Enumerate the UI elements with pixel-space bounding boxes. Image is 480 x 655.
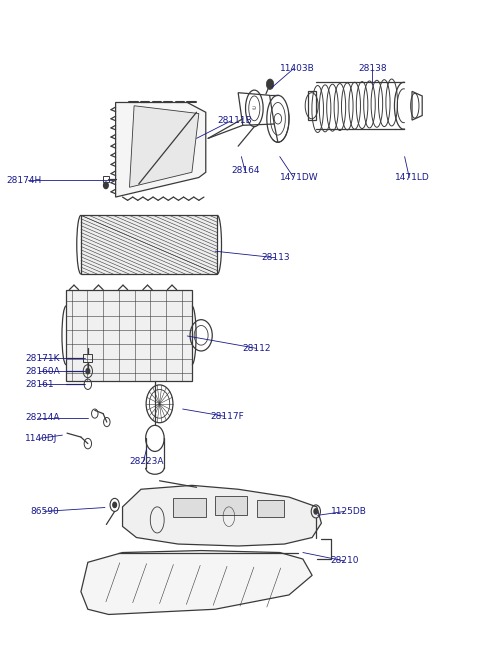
Polygon shape <box>66 290 192 381</box>
Circle shape <box>113 502 117 508</box>
Text: 28210: 28210 <box>331 557 359 565</box>
Bar <box>103 176 108 182</box>
Circle shape <box>314 509 318 514</box>
Circle shape <box>274 113 282 124</box>
Text: 28161: 28161 <box>25 380 54 389</box>
Text: 1125DB: 1125DB <box>331 507 367 516</box>
Text: 1471DW: 1471DW <box>280 173 318 182</box>
Text: 28223A: 28223A <box>130 457 164 466</box>
Circle shape <box>266 79 274 90</box>
Text: 28117F: 28117F <box>210 412 244 421</box>
Circle shape <box>104 182 108 189</box>
Text: 28164: 28164 <box>231 166 260 176</box>
Text: 28174H: 28174H <box>6 176 42 185</box>
Text: 1471LD: 1471LD <box>396 173 430 182</box>
Text: 28138: 28138 <box>359 64 387 73</box>
Polygon shape <box>81 215 217 274</box>
Polygon shape <box>122 485 322 546</box>
Bar <box>257 500 284 517</box>
Text: 28111B: 28111B <box>217 116 252 125</box>
Text: 11403B: 11403B <box>280 64 314 73</box>
Polygon shape <box>130 105 199 187</box>
Text: ə: ə <box>252 105 255 111</box>
Text: 28112: 28112 <box>243 344 271 353</box>
Bar <box>215 496 247 515</box>
Polygon shape <box>116 102 206 197</box>
Circle shape <box>86 369 90 374</box>
Text: 86590: 86590 <box>30 507 59 516</box>
Text: 28171K: 28171K <box>25 354 60 363</box>
Polygon shape <box>81 551 312 614</box>
Text: 28113: 28113 <box>261 253 290 262</box>
Text: 1140DJ: 1140DJ <box>25 434 58 443</box>
Bar <box>173 498 206 517</box>
Text: 28160A: 28160A <box>25 367 60 376</box>
Bar <box>83 354 93 362</box>
Text: 28214A: 28214A <box>25 413 60 422</box>
